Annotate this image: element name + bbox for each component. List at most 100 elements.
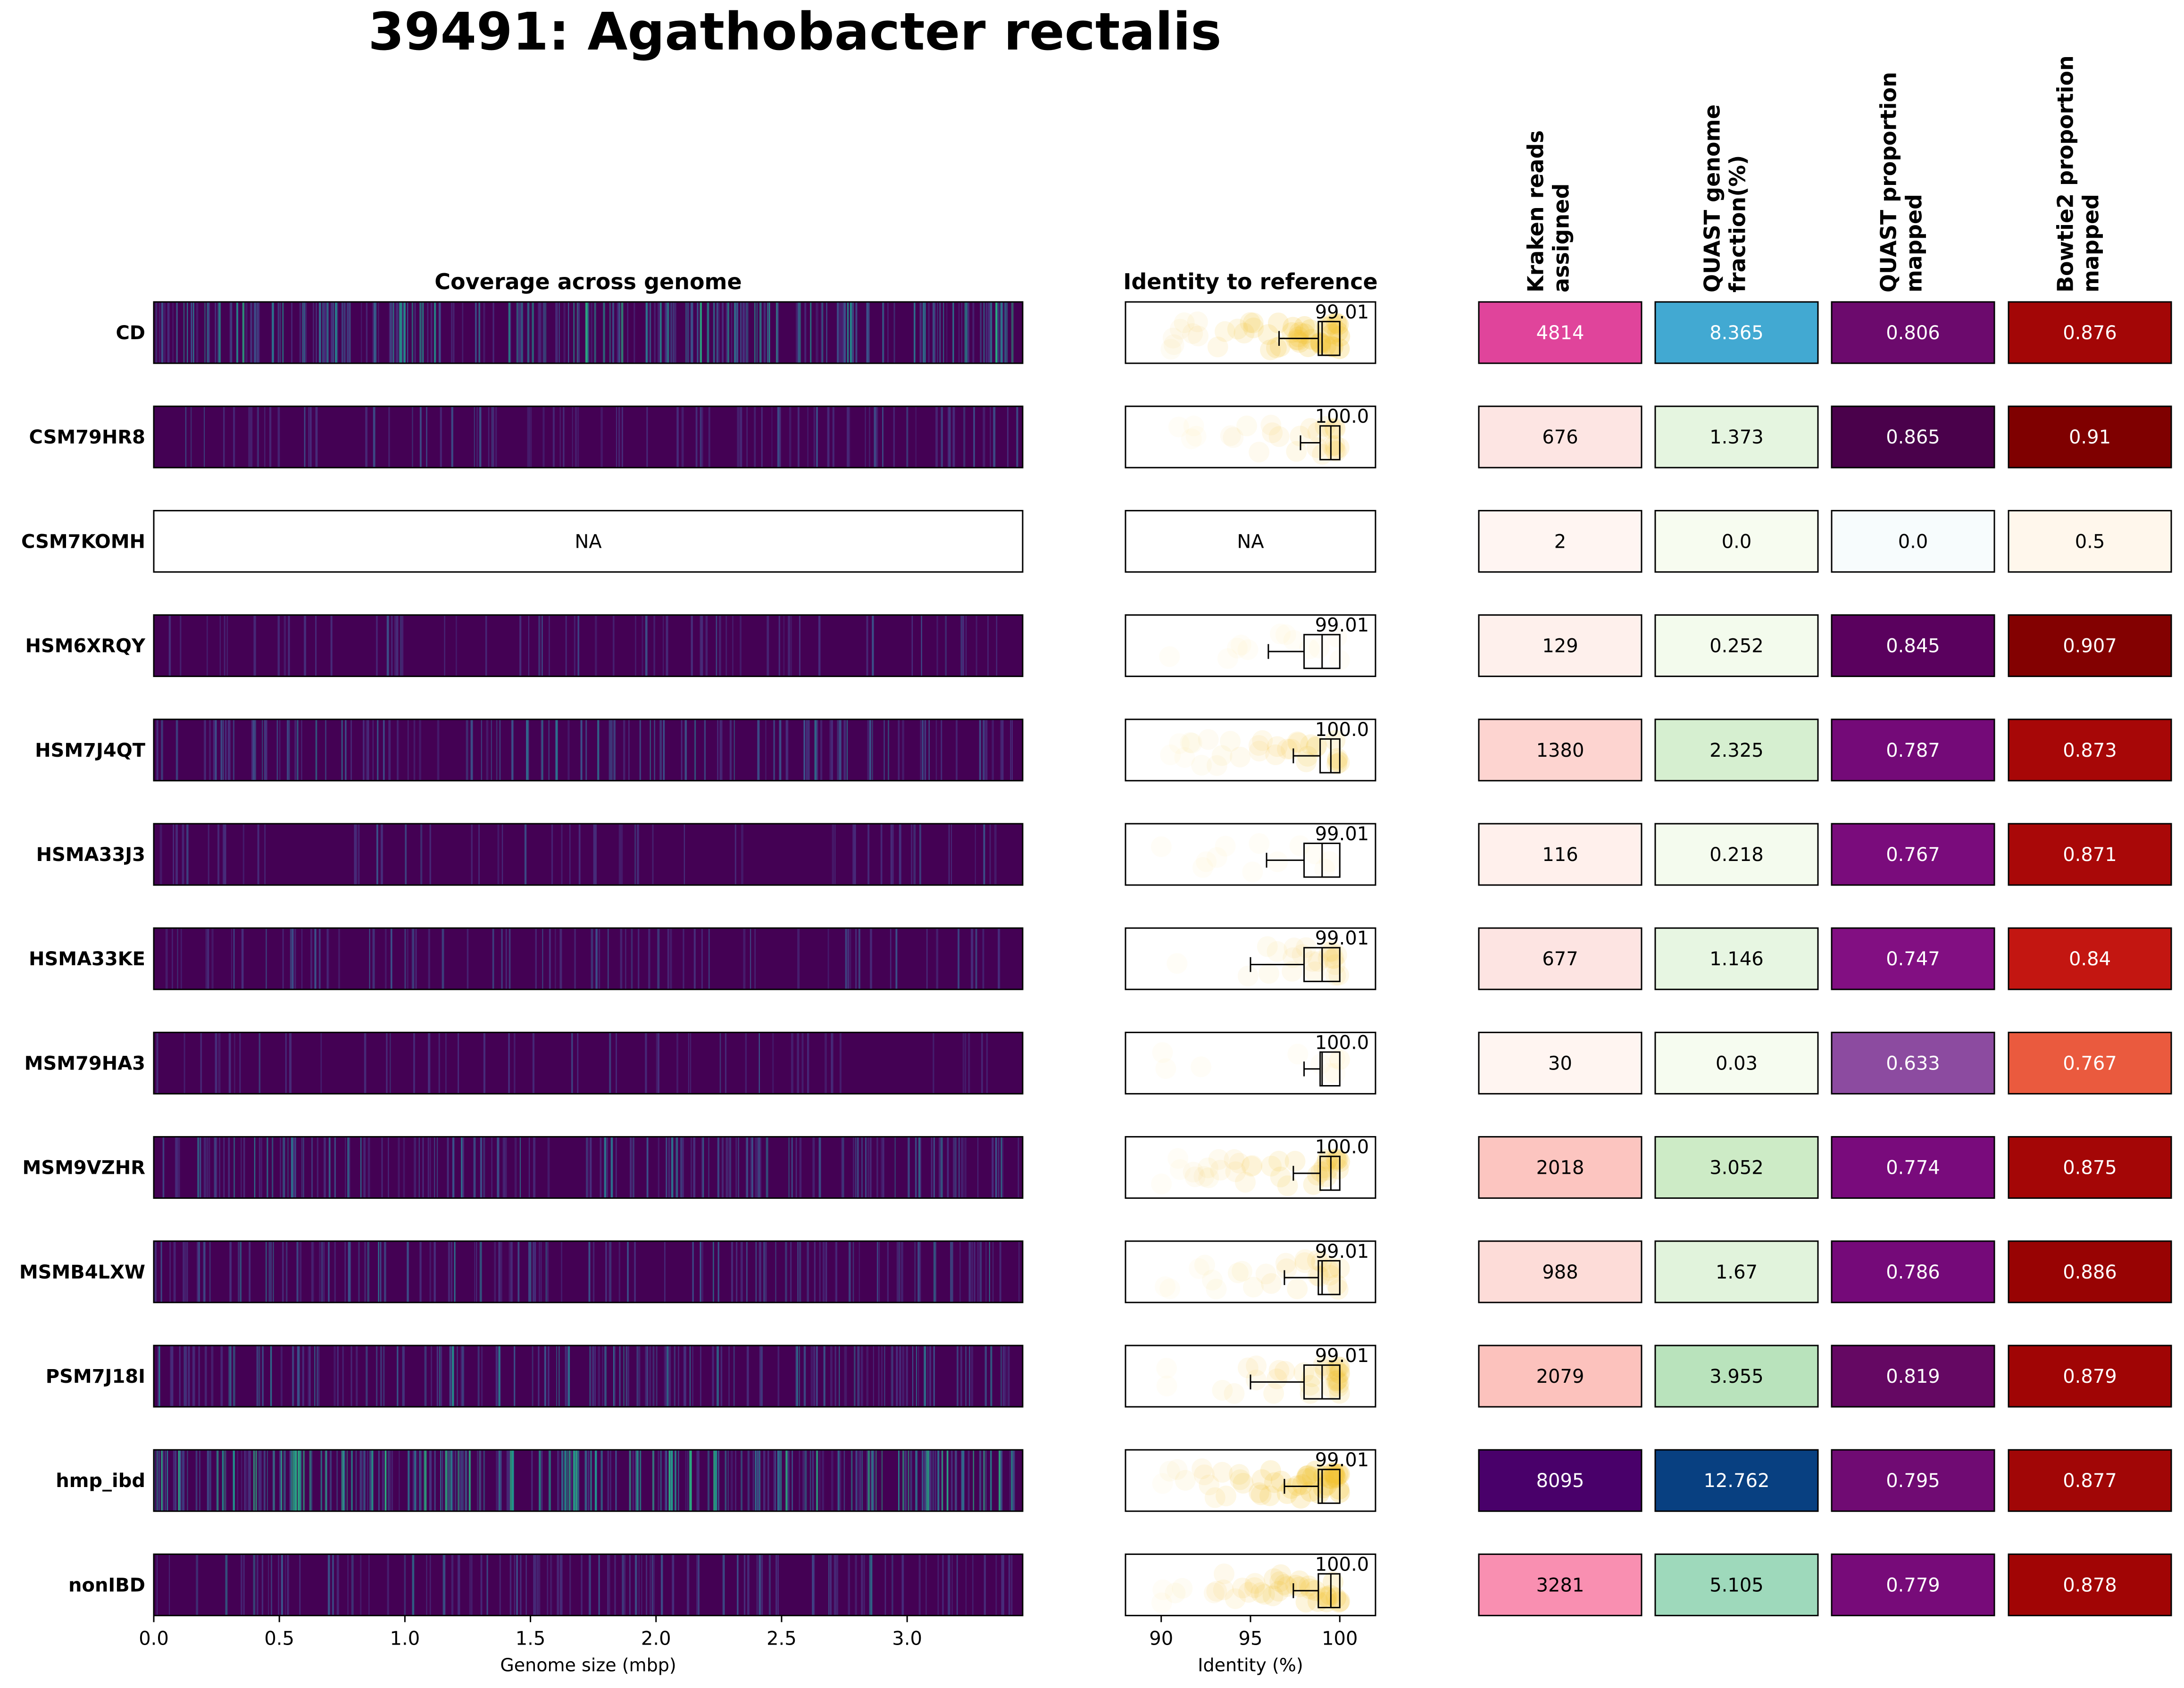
coverage-line	[185, 1345, 186, 1407]
identity-point	[1282, 961, 1303, 982]
coverage-line	[961, 1136, 962, 1198]
coverage-line	[485, 615, 487, 677]
coverage-line	[533, 1136, 536, 1198]
coverage-line	[831, 719, 833, 781]
coverage-line	[165, 1450, 166, 1512]
identity-point	[1151, 1592, 1172, 1613]
coverage-line	[293, 1136, 294, 1198]
coverage-line	[206, 1136, 208, 1198]
coverage-line	[977, 1241, 979, 1303]
coverage-line	[779, 719, 782, 781]
coverage-line	[287, 1554, 289, 1616]
identity-point	[1185, 426, 1207, 447]
identity-median-label: 99.01	[1315, 1241, 1369, 1262]
coverage-line	[310, 928, 312, 990]
coverage-line	[467, 928, 469, 990]
coverage-line	[203, 1241, 206, 1303]
metric-cell-value: 0.795	[1886, 1470, 1940, 1492]
coverage-line	[317, 1345, 318, 1407]
coverage-line	[1007, 1345, 1010, 1407]
coverage-line	[552, 406, 555, 468]
coverage-line	[690, 1136, 692, 1198]
coverage-line	[761, 406, 763, 468]
coverage-line	[303, 1450, 305, 1512]
coverage-line	[740, 1241, 743, 1303]
coverage-line	[367, 1136, 370, 1198]
coverage-line	[304, 406, 306, 468]
coverage-line	[675, 1136, 678, 1198]
coverage-line	[604, 1136, 607, 1198]
identity-point	[1203, 1582, 1225, 1604]
coverage-line	[807, 1241, 809, 1303]
metric-cell-value: 0.806	[1886, 322, 1940, 344]
coverage-line	[281, 1554, 283, 1616]
coverage-line	[981, 1032, 983, 1094]
coverage-line	[329, 1136, 331, 1198]
identity-point	[1244, 1577, 1265, 1598]
coverage-line	[878, 1345, 880, 1407]
identity-point	[1300, 734, 1321, 755]
coverage-line	[183, 1450, 185, 1512]
metric-cell	[1654, 1031, 1819, 1095]
coverage-line	[154, 1450, 155, 1512]
coverage-line	[757, 1450, 759, 1512]
coverage-line	[361, 1450, 363, 1512]
coverage-line	[785, 1450, 788, 1512]
coverage-line	[763, 1450, 765, 1512]
coverage-line	[636, 824, 639, 885]
coverage-line	[594, 1450, 597, 1512]
coverage-line	[511, 719, 514, 781]
coverage-line	[952, 302, 954, 363]
coverage-line	[577, 302, 579, 363]
coverage-line	[799, 1345, 800, 1407]
coverage-line	[898, 1241, 900, 1303]
coverage-line	[952, 406, 955, 468]
coverage-line	[615, 1450, 617, 1512]
metric-cell-value: 0.767	[1886, 844, 1940, 866]
coverage-line	[292, 928, 294, 990]
coverage-line	[869, 719, 871, 781]
coverage-line	[717, 1345, 719, 1407]
coverage-line	[763, 1241, 766, 1303]
metric-cell	[2008, 927, 2172, 990]
coverage-line	[964, 1136, 967, 1198]
coverage-line	[223, 824, 225, 885]
identity-box-frame	[1125, 823, 1376, 886]
metric-cell	[1654, 1449, 1819, 1512]
coverage-x-tick-label: 1.0	[390, 1628, 420, 1649]
identity-point	[1322, 948, 1343, 969]
identity-point	[1244, 1573, 1266, 1594]
identity-point	[1155, 1276, 1175, 1297]
identity-point	[1206, 1581, 1227, 1602]
coverage-line	[371, 1450, 373, 1512]
metric-cell	[1478, 1031, 1642, 1095]
coverage-line	[765, 1241, 767, 1303]
identity-median-label: 100.0	[1315, 1032, 1369, 1053]
identity-point	[1316, 1587, 1337, 1608]
coverage-line	[837, 302, 839, 363]
coverage-line	[867, 719, 869, 781]
coverage-line	[267, 1450, 268, 1512]
coverage-line	[796, 1345, 798, 1407]
coverage-line	[651, 1554, 653, 1616]
coverage-line	[243, 1136, 245, 1198]
coverage-line	[334, 1241, 336, 1303]
identity-point	[1169, 318, 1191, 340]
coverage-line	[750, 928, 751, 990]
identity-x-tick-label: 100	[1322, 1628, 1358, 1649]
coverage-line	[799, 615, 800, 677]
metric-cell-value: 2.325	[1709, 740, 1764, 761]
identity-point	[1303, 1174, 1324, 1195]
coverage-line	[479, 1241, 482, 1303]
coverage-line	[505, 928, 507, 990]
coverage-line	[280, 1345, 283, 1407]
coverage-line	[851, 302, 853, 363]
coverage-line	[956, 719, 958, 781]
identity-point	[1319, 851, 1340, 872]
coverage-line	[625, 928, 626, 990]
coverage-line	[755, 1136, 756, 1198]
coverage-line	[947, 1136, 949, 1198]
coverage-line	[1001, 719, 1004, 781]
identity-point	[1326, 1359, 1347, 1380]
coverage-line	[480, 1136, 483, 1198]
